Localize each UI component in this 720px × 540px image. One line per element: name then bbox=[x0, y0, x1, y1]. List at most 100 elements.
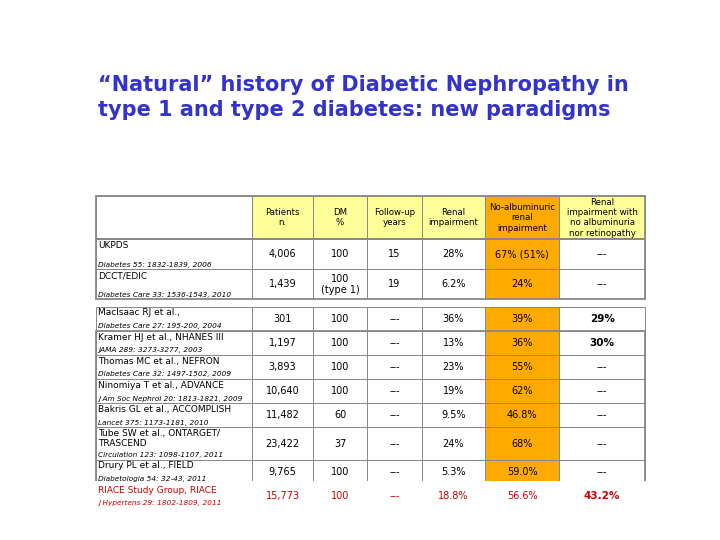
Text: Patients
n.: Patients n. bbox=[265, 208, 300, 227]
Text: 100: 100 bbox=[331, 249, 349, 259]
Bar bbox=[559, 460, 645, 484]
Text: 39%: 39% bbox=[511, 314, 533, 324]
Bar bbox=[252, 269, 313, 299]
Bar bbox=[313, 307, 367, 331]
Bar bbox=[252, 239, 313, 269]
Bar bbox=[485, 460, 559, 484]
Bar bbox=[367, 460, 421, 484]
Text: Diabetes Care 32: 1497-1502, 2009: Diabetes Care 32: 1497-1502, 2009 bbox=[98, 372, 231, 377]
Text: 68%: 68% bbox=[511, 438, 533, 449]
Text: J Am Soc Nephrol 20: 1813-1821, 2009: J Am Soc Nephrol 20: 1813-1821, 2009 bbox=[98, 396, 242, 402]
Text: 55%: 55% bbox=[511, 362, 533, 372]
Bar bbox=[313, 460, 367, 484]
Bar bbox=[421, 379, 485, 403]
Text: ---: --- bbox=[389, 467, 400, 477]
Bar bbox=[367, 427, 421, 460]
Bar bbox=[421, 460, 485, 484]
Bar bbox=[96, 299, 645, 307]
Bar bbox=[96, 239, 252, 269]
Text: Bakris GL et al., ACCOMPLISH: Bakris GL et al., ACCOMPLISH bbox=[98, 405, 231, 414]
Bar bbox=[559, 403, 645, 427]
Bar bbox=[367, 239, 421, 269]
Text: 100: 100 bbox=[331, 467, 349, 477]
Bar bbox=[421, 331, 485, 355]
Text: “Natural” history of Diabetic Nephropathy in
type 1 and type 2 diabetes: new par: “Natural” history of Diabetic Nephropath… bbox=[99, 75, 629, 120]
Bar bbox=[96, 427, 252, 460]
Bar bbox=[421, 239, 485, 269]
Bar bbox=[367, 484, 421, 508]
Bar bbox=[485, 269, 559, 299]
Text: Renal
impairment with
no albuminuria
nor retinopathy: Renal impairment with no albuminuria nor… bbox=[567, 198, 637, 238]
Text: ---: --- bbox=[389, 438, 400, 449]
Bar bbox=[252, 331, 313, 355]
Text: Diabetes 55: 1832-1839, 2006: Diabetes 55: 1832-1839, 2006 bbox=[98, 261, 212, 268]
Bar bbox=[252, 196, 313, 239]
Text: ---: --- bbox=[389, 314, 400, 324]
Bar bbox=[96, 379, 252, 403]
Text: 24%: 24% bbox=[443, 438, 464, 449]
Text: Follow-up
years: Follow-up years bbox=[374, 208, 415, 227]
Bar bbox=[559, 355, 645, 379]
Bar bbox=[485, 427, 559, 460]
Text: ---: --- bbox=[597, 386, 608, 396]
Text: 23,422: 23,422 bbox=[266, 438, 300, 449]
Bar bbox=[421, 307, 485, 331]
Bar bbox=[485, 331, 559, 355]
Text: 23%: 23% bbox=[443, 362, 464, 372]
Bar bbox=[367, 331, 421, 355]
Bar bbox=[96, 331, 645, 508]
Text: 19%: 19% bbox=[443, 386, 464, 396]
Bar bbox=[367, 269, 421, 299]
Text: 301: 301 bbox=[274, 314, 292, 324]
Bar bbox=[421, 484, 485, 508]
Bar bbox=[559, 307, 645, 331]
Bar bbox=[313, 355, 367, 379]
Bar bbox=[252, 484, 313, 508]
Bar bbox=[485, 355, 559, 379]
Text: Diabetes Care 33: 1536-1543, 2010: Diabetes Care 33: 1536-1543, 2010 bbox=[98, 292, 231, 298]
Bar bbox=[559, 331, 645, 355]
Bar bbox=[367, 196, 421, 239]
Bar bbox=[421, 403, 485, 427]
Text: Tube SW et al., ONTARGET/
TRASCEND: Tube SW et al., ONTARGET/ TRASCEND bbox=[98, 429, 220, 448]
Bar bbox=[252, 427, 313, 460]
Text: 36%: 36% bbox=[511, 338, 533, 348]
Text: ---: --- bbox=[389, 491, 400, 501]
Text: 43.2%: 43.2% bbox=[584, 491, 620, 501]
Bar bbox=[367, 307, 421, 331]
Text: UKPDS: UKPDS bbox=[98, 241, 128, 250]
Bar bbox=[252, 379, 313, 403]
Text: ---: --- bbox=[389, 338, 400, 348]
Bar bbox=[313, 269, 367, 299]
Bar bbox=[485, 196, 559, 239]
Bar bbox=[313, 379, 367, 403]
Text: DCCT/EDIC: DCCT/EDIC bbox=[98, 271, 147, 280]
Text: 100: 100 bbox=[331, 386, 349, 396]
Text: JAMA 289: 3273-3277, 2003: JAMA 289: 3273-3277, 2003 bbox=[98, 347, 202, 353]
Bar bbox=[421, 196, 485, 239]
Bar bbox=[313, 427, 367, 460]
Text: 60: 60 bbox=[334, 410, 346, 420]
Bar bbox=[252, 355, 313, 379]
Text: 19: 19 bbox=[388, 279, 400, 289]
Text: Thomas MC et al., NEFRON: Thomas MC et al., NEFRON bbox=[98, 357, 220, 366]
Text: 5.3%: 5.3% bbox=[441, 467, 466, 477]
Text: 29%: 29% bbox=[590, 314, 614, 324]
Bar bbox=[367, 379, 421, 403]
Bar bbox=[421, 269, 485, 299]
Bar bbox=[559, 196, 645, 239]
Bar bbox=[96, 355, 252, 379]
Text: Lancet 375: 1173-1181, 2010: Lancet 375: 1173-1181, 2010 bbox=[98, 420, 208, 426]
Bar bbox=[252, 307, 313, 331]
Text: RIACE Study Group, RIACE: RIACE Study Group, RIACE bbox=[98, 485, 217, 495]
Bar bbox=[485, 484, 559, 508]
Text: Diabetologia 54: 32-43, 2011: Diabetologia 54: 32-43, 2011 bbox=[98, 476, 206, 482]
Text: 15,773: 15,773 bbox=[266, 491, 300, 501]
Bar bbox=[313, 196, 367, 239]
Bar bbox=[421, 427, 485, 460]
Text: Ninomiya T et al., ADVANCE: Ninomiya T et al., ADVANCE bbox=[98, 381, 224, 390]
Text: ---: --- bbox=[389, 410, 400, 420]
Text: ---: --- bbox=[597, 410, 608, 420]
Bar bbox=[96, 269, 252, 299]
Text: 62%: 62% bbox=[511, 386, 533, 396]
